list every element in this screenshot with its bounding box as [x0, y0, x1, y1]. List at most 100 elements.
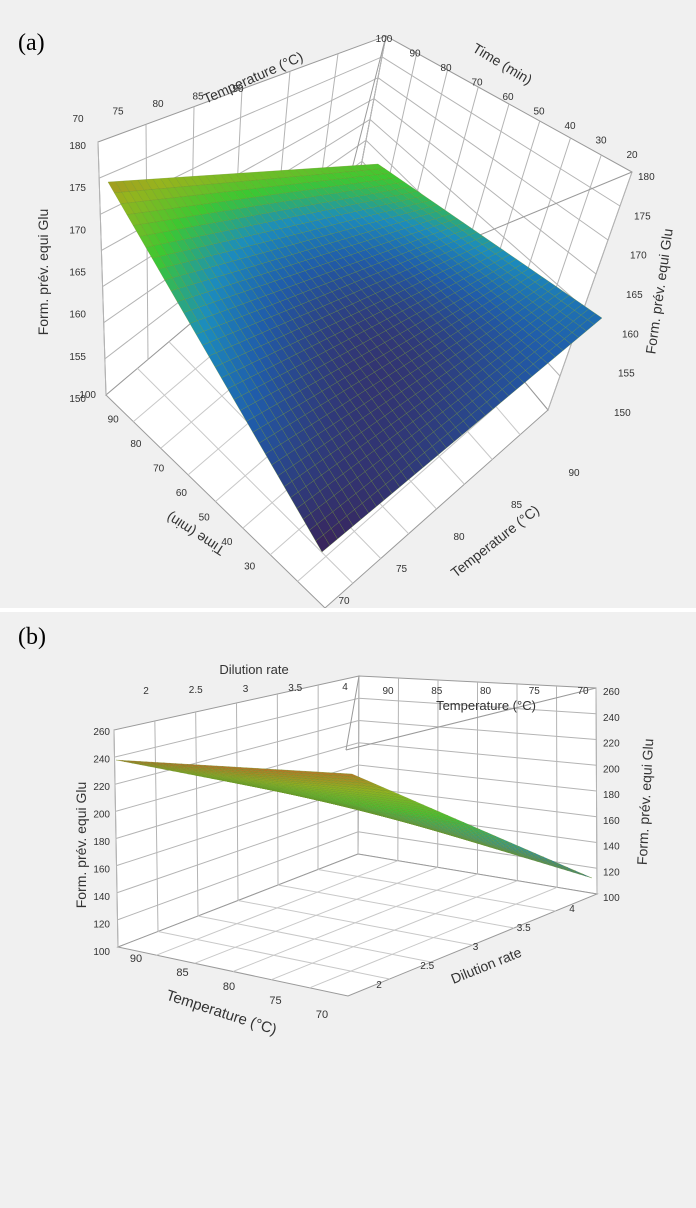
z-axis-label-right: Form. prév. equi Glu: [642, 228, 675, 356]
z-tick-label-right: 160: [603, 816, 620, 827]
y-tick-label-left: 70: [316, 1009, 328, 1021]
surface-patch: [587, 313, 603, 325]
y-axis-label-left: Temperature (°C): [164, 987, 279, 1039]
y-tick-label-left: 30: [244, 562, 256, 573]
y-tick-label-top: 70: [577, 686, 589, 697]
z-tick-label-left: 170: [69, 225, 86, 236]
y-tick-label-left: 50: [199, 513, 211, 524]
y-tick-label-left: 100: [79, 390, 96, 401]
z-tick-label-right: 220: [603, 739, 620, 750]
z-tick-label-left: 120: [93, 920, 110, 931]
y-axis-label-top: Temperature (°C): [436, 698, 536, 713]
z-tick-label-right: 150: [614, 408, 631, 419]
surface-plot-a: 150 150 155 155 160 160 165 165 170 170 175 175 180 1…: [35, 34, 676, 608]
x-axis-label-top: Dilution rate: [219, 662, 288, 677]
z-tick-label-left: 160: [93, 865, 110, 876]
z-tick-label-left: 165: [69, 268, 86, 279]
z-tick-label-left: 140: [93, 892, 110, 903]
x-tick-label-top: 4: [342, 682, 348, 693]
z-tick-label-right: 140: [603, 842, 620, 853]
y-tick-label-top: 50: [533, 107, 545, 118]
y-tick-label-top: 85: [431, 686, 443, 697]
y-tick-label-left: 90: [130, 953, 142, 965]
z-tick-label-right: 170: [630, 251, 647, 262]
chart-panel-a: (a) 150 150 155 155 160 160 165 165 170 170 175 175…: [0, 0, 696, 608]
y-tick-label-left: 60: [176, 488, 188, 499]
axis-line: [345, 687, 597, 751]
y-tick-label-left: 80: [130, 439, 142, 450]
y-tick-label-left: 75: [269, 995, 281, 1007]
surface-plot-b: 100 100 120 120 140 140 160 160 180 180 200 200 220 2…: [73, 662, 657, 1039]
chart-panel-b: (b) 100 100 120 120 140 140 160 160 180 180 200 200…: [0, 612, 696, 1208]
z-tick-label-left: 180: [93, 837, 110, 848]
z-tick-label-left: 175: [69, 183, 86, 194]
z-axis-label-right: Form. prév. equi Glu: [634, 738, 657, 865]
y-tick-label-top: 40: [564, 121, 576, 132]
axis-line: [345, 675, 360, 751]
z-axis-label-left: Form. prév. equi Glu: [35, 209, 51, 336]
y-tick-label-left: 85: [176, 967, 188, 979]
gridline: [97, 141, 107, 396]
surface-patch: [577, 872, 593, 879]
y-tick-label-top: 70: [471, 78, 483, 89]
z-tick-label-right: 155: [618, 369, 635, 380]
y-tick-label-top: 60: [502, 92, 514, 103]
panel-label-b: (b): [18, 624, 46, 650]
y-tick-label-left: 70: [153, 464, 165, 475]
z-tick-label-left: 150: [69, 394, 86, 405]
y-tick-label-top: 20: [626, 150, 638, 161]
z-tick-label-left: 260: [93, 727, 110, 738]
y-tick-label-top: 90: [382, 686, 394, 697]
x-tick-label-bottom: 3: [473, 942, 479, 953]
gridline: [115, 742, 597, 812]
z-tick-label-right: 175: [634, 211, 651, 222]
x-tick-label-bottom: 2: [376, 980, 382, 991]
x-tick-label-top: 70: [72, 114, 84, 125]
x-tick-label-top: 85: [192, 92, 204, 103]
y-tick-label-left: 90: [108, 415, 120, 426]
gridline: [115, 764, 597, 839]
z-tick-label-right: 260: [603, 687, 620, 698]
x-tick-label-top: 2.5: [189, 685, 203, 696]
y-tick-label-left: 80: [223, 981, 235, 993]
z-tick-label-left: 200: [93, 810, 110, 821]
z-axis-label-left: Form. prév. equi Glu: [73, 782, 89, 909]
z-tick-label-left: 220: [93, 782, 110, 793]
y-tick-label-top: 75: [529, 686, 541, 697]
x-tick-label-bottom: 4: [569, 904, 575, 915]
x-tick-label-top: 80: [152, 99, 164, 110]
y-tick-label-top: 90: [409, 49, 421, 60]
x-tick-label-top: 3.5: [288, 683, 302, 694]
z-tick-label-left: 100: [93, 947, 110, 958]
gridline: [114, 719, 597, 785]
gridline: [117, 831, 597, 921]
gridline: [98, 56, 621, 207]
y-tick-label-top: 80: [440, 63, 452, 74]
y-tick-label-top: 80: [480, 686, 492, 697]
x-tick-label-top: 75: [112, 107, 124, 118]
x-tick-label-top: 3: [243, 684, 249, 695]
z-tick-label-right: 160: [622, 329, 639, 340]
z-tick-label-right: 100: [603, 893, 620, 904]
x-tick-label-bottom: 90: [568, 468, 580, 479]
x-tick-label-bottom: 75: [396, 564, 408, 575]
panel-label-a: (a): [18, 30, 45, 56]
gridline: [114, 697, 597, 758]
response-surface: [107, 163, 603, 553]
z-tick-label-right: 180: [638, 172, 655, 183]
x-tick-label-bottom: 3.5: [517, 923, 531, 934]
x-tick-label-bottom: 80: [453, 532, 465, 543]
z-tick-label-right: 165: [626, 290, 643, 301]
y-tick-label-left: 40: [221, 537, 233, 548]
z-tick-label-right: 120: [603, 867, 620, 878]
gridline: [309, 886, 558, 989]
y-tick-label-top: 100: [376, 34, 393, 45]
gridline: [100, 77, 609, 241]
z-tick-label-right: 200: [603, 764, 620, 775]
z-tick-label-right: 180: [603, 790, 620, 801]
x-tick-label-bottom: 2.5: [420, 961, 434, 972]
x-tick-label-top: 90: [232, 84, 244, 95]
z-tick-label-left: 240: [93, 755, 110, 766]
z-tick-label-right: 240: [603, 713, 620, 724]
y-tick-label-top: 30: [595, 136, 607, 147]
